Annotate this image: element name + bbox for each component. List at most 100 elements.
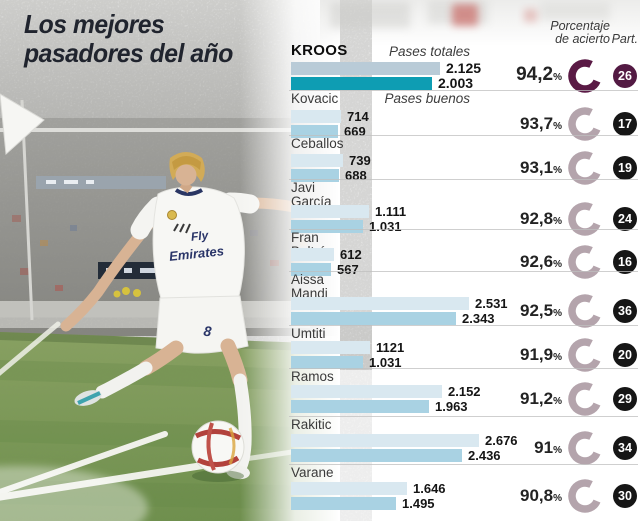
value-pases-totales: 2.676: [485, 433, 518, 448]
bar-pases-totales: [291, 434, 479, 447]
accuracy-percent: 94,2%: [516, 64, 562, 85]
accuracy-percent: 92,6%: [520, 252, 562, 271]
brand-logo: [173, 223, 191, 234]
value-pases-buenos: 1.031: [369, 355, 402, 370]
series-label-pases-buenos: Pases buenos: [384, 91, 470, 106]
accuracy-percent: 92,5%: [520, 301, 562, 320]
accuracy-donut-icon: [567, 381, 603, 417]
bar-pases-buenos: [291, 356, 363, 369]
column-header-accuracy: Porcentaje de acierto: [550, 19, 610, 46]
matches-played-badge: 17: [613, 112, 637, 136]
row-separator: [289, 135, 638, 136]
accuracy-donut-icon: [567, 244, 603, 280]
player-name: Kovacic: [291, 91, 339, 106]
bar-pases-totales: [291, 205, 369, 218]
page-title-line1: Los mejores: [24, 9, 165, 39]
accuracy-percent: 91,2%: [520, 389, 562, 408]
accuracy-donut-icon: [567, 106, 603, 142]
jersey-text-line1: Fly: [190, 228, 210, 244]
accuracy-donut-icon: [567, 293, 603, 329]
value-pases-buenos: 1.031: [369, 219, 402, 234]
series-label-pases-totales: Pases totales: [388, 44, 470, 59]
bar-pases-buenos: [291, 400, 429, 413]
club-crest: [167, 210, 177, 220]
accuracy-donut-icon: [567, 58, 603, 94]
matches-played-badge: 16: [613, 250, 637, 274]
value-pases-totales: 2.152: [448, 384, 481, 399]
player-name: Rakitic: [291, 417, 332, 432]
matches-played-badge: 34: [613, 436, 637, 460]
bar-pases-buenos: [291, 169, 339, 182]
bar-pases-totales: [291, 62, 440, 75]
row-separator: [289, 271, 638, 272]
value-pases-totales: 739: [349, 153, 371, 168]
value-pases-buenos: 1.963: [435, 399, 468, 414]
player-name: Varane: [291, 465, 334, 480]
player-name: Aissa Mandi: [291, 272, 328, 301]
value-pases-buenos: 688: [345, 168, 367, 183]
bar-pases-totales: [291, 341, 370, 354]
bar-pases-buenos: [291, 77, 432, 90]
corner-flag: [0, 93, 45, 156]
player-name: KROOS: [291, 42, 348, 59]
accuracy-percent: 90,8%: [520, 486, 562, 505]
value-pases-totales: 2.125: [446, 60, 482, 76]
bar-pases-buenos: [291, 449, 462, 462]
accuracy-percent: 91,9%: [520, 345, 562, 364]
player-name: Ceballos: [291, 136, 344, 151]
shorts-number: 8: [203, 323, 213, 340]
accuracy-percent: 93,7%: [520, 114, 562, 133]
value-pases-buenos: 2.436: [468, 448, 501, 463]
page-title: Los mejores pasadores del año: [24, 10, 233, 68]
bar-pases-totales: [291, 297, 469, 310]
player-name: Javi García: [291, 180, 332, 209]
row-separator: [289, 179, 638, 180]
accuracy-percent: 92,8%: [520, 209, 562, 228]
matches-played-badge: 20: [613, 343, 637, 367]
bar-pases-buenos: [291, 125, 338, 138]
value-pases-totales: 1121: [376, 340, 405, 355]
row-separator: [289, 464, 638, 465]
jersey-text-line2: Emirates: [168, 243, 224, 264]
row-separator: [289, 229, 638, 230]
value-pases-buenos: 567: [337, 262, 359, 277]
football: [191, 420, 245, 482]
accuracy-percent: 91%: [534, 438, 562, 457]
player-name: Ramos: [291, 369, 334, 384]
row-separator: [289, 416, 638, 417]
value-pases-totales: 612: [340, 247, 362, 262]
column-header-part: Part.: [611, 32, 638, 46]
bar-pases-totales: [291, 482, 407, 495]
value-pases-totales: 2.531: [475, 296, 508, 311]
bar-pases-buenos: [291, 263, 331, 276]
value-pases-buenos: 1.495: [402, 496, 435, 511]
bar-pases-buenos: [291, 497, 396, 510]
player-head: [175, 164, 197, 186]
bar-pases-totales: [291, 248, 334, 261]
bar-pases-totales: [291, 385, 442, 398]
value-pases-totales: 714: [347, 109, 369, 124]
page-title-line2: pasadores del año: [24, 38, 233, 68]
matches-played-badge: 19: [613, 156, 637, 180]
row-separator: [289, 90, 638, 91]
row-separator: [289, 368, 638, 369]
accuracy-donut-icon: [567, 201, 603, 237]
photo-top-remnants: [320, 0, 640, 46]
matches-played-badge: 36: [613, 299, 637, 323]
value-pases-buenos: 2.343: [462, 311, 495, 326]
jersey-collar: [174, 188, 203, 196]
value-pases-buenos: 669: [344, 124, 366, 139]
accuracy-donut-icon: [567, 150, 603, 186]
accuracy-percent: 93,1%: [520, 158, 562, 177]
matches-played-badge: 30: [613, 484, 637, 508]
accuracy-donut-icon: [567, 478, 603, 514]
accuracy-donut-icon: [567, 430, 603, 466]
row-separator: [289, 325, 638, 326]
bar-pases-totales: [291, 110, 341, 123]
matches-played-badge: 26: [613, 64, 637, 88]
matches-played-badge: 24: [613, 207, 637, 231]
accuracy-donut-icon: [567, 337, 603, 373]
